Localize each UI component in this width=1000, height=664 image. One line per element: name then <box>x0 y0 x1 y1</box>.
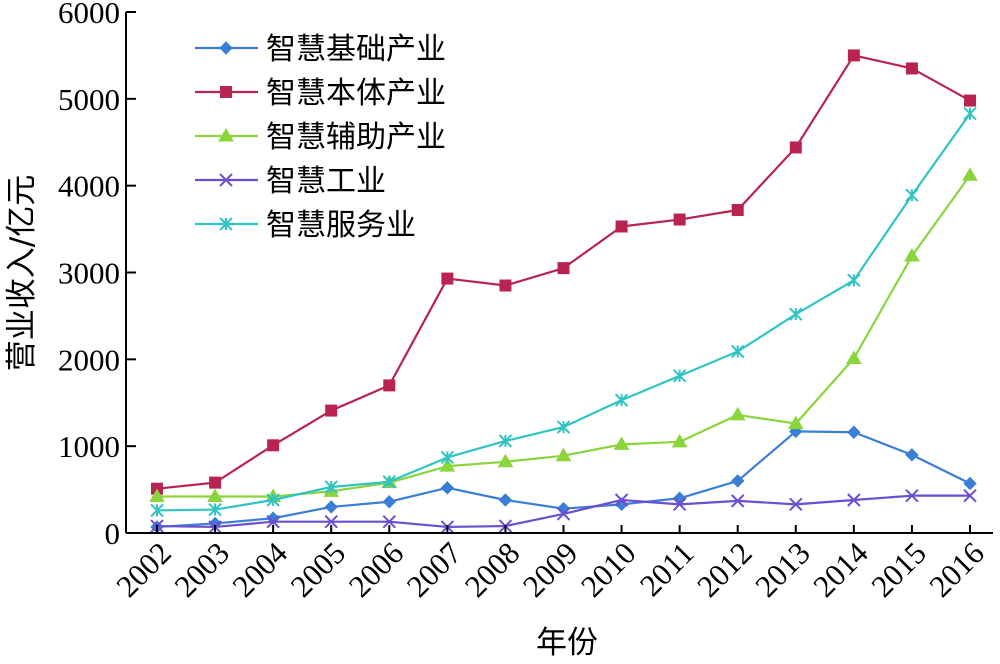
data-point <box>616 221 627 232</box>
x-tick-label: 2014 <box>806 535 875 604</box>
y-tick-label: 1000 <box>58 429 120 464</box>
legend-entry: 智慧工业 <box>195 164 386 199</box>
data-point <box>441 451 453 463</box>
data-point <box>847 351 861 363</box>
legend-entry: 智慧基础产业 <box>195 32 446 67</box>
data-point <box>673 435 687 447</box>
data-point <box>616 394 628 406</box>
data-point <box>210 477 221 488</box>
data-point <box>732 204 743 215</box>
y-axis-title: 营业收入/亿元 <box>4 175 40 371</box>
data-point <box>326 405 337 416</box>
data-point <box>906 63 917 74</box>
y-tick-label: 3000 <box>58 256 120 291</box>
data-point <box>499 494 511 506</box>
data-point <box>906 189 918 201</box>
x-tick-label: 2015 <box>864 535 933 604</box>
y-tick-label: 6000 <box>58 0 120 30</box>
legend-label: 智慧辅助产业 <box>266 120 446 155</box>
axes: 0100020003000400050006000200220032004200… <box>58 0 993 604</box>
data-point <box>963 168 977 180</box>
legend-marker <box>221 87 232 98</box>
data-point <box>848 50 859 61</box>
x-axis-title: 年份 <box>536 625 598 661</box>
data-point <box>674 492 686 504</box>
legend-entry: 智慧服务业 <box>195 208 416 243</box>
data-point <box>384 380 395 391</box>
data-point <box>964 108 976 120</box>
x-tick-label: 2013 <box>748 535 817 604</box>
x-tick-label: 2011 <box>633 535 701 603</box>
data-point <box>848 426 860 438</box>
data-point <box>906 449 918 461</box>
data-point <box>500 280 511 291</box>
data-point <box>558 263 569 274</box>
x-tick-label: 2016 <box>922 535 991 604</box>
x-tick-label: 2012 <box>690 535 759 604</box>
data-point <box>790 308 802 320</box>
legend-entry: 智慧本体产业 <box>195 76 446 111</box>
data-point <box>790 142 801 153</box>
x-tick-label: 2010 <box>574 535 643 604</box>
data-point <box>325 501 337 513</box>
y-tick-label: 5000 <box>58 82 120 117</box>
x-tick-label: 2003 <box>167 535 236 604</box>
data-point <box>441 482 453 494</box>
x-tick-label: 2005 <box>284 535 353 604</box>
y-tick-label: 4000 <box>58 169 120 204</box>
data-point <box>731 408 745 420</box>
x-tick-label: 2008 <box>458 535 527 604</box>
legend-label: 智慧基础产业 <box>266 32 446 67</box>
data-point <box>964 478 976 490</box>
legend-label: 智慧工业 <box>266 164 386 199</box>
x-tick-label: 2004 <box>226 535 295 604</box>
x-tick-label: 2009 <box>516 535 585 604</box>
legend-entry: 智慧辅助产业 <box>195 120 446 155</box>
data-point <box>268 440 279 451</box>
x-tick-label: 2006 <box>342 535 411 604</box>
legend-marker <box>220 42 232 54</box>
data-point <box>848 274 860 286</box>
x-tick-label: 2007 <box>400 535 469 604</box>
data-point <box>732 346 744 358</box>
legend-label: 智慧本体产业 <box>266 76 446 111</box>
data-point <box>383 496 395 508</box>
data-point <box>674 214 685 225</box>
legend-label: 智慧服务业 <box>266 208 416 243</box>
y-tick-label: 0 <box>105 516 121 551</box>
data-point <box>674 370 686 382</box>
data-point <box>965 95 976 106</box>
y-tick-label: 2000 <box>58 342 120 377</box>
data-point <box>442 273 453 284</box>
